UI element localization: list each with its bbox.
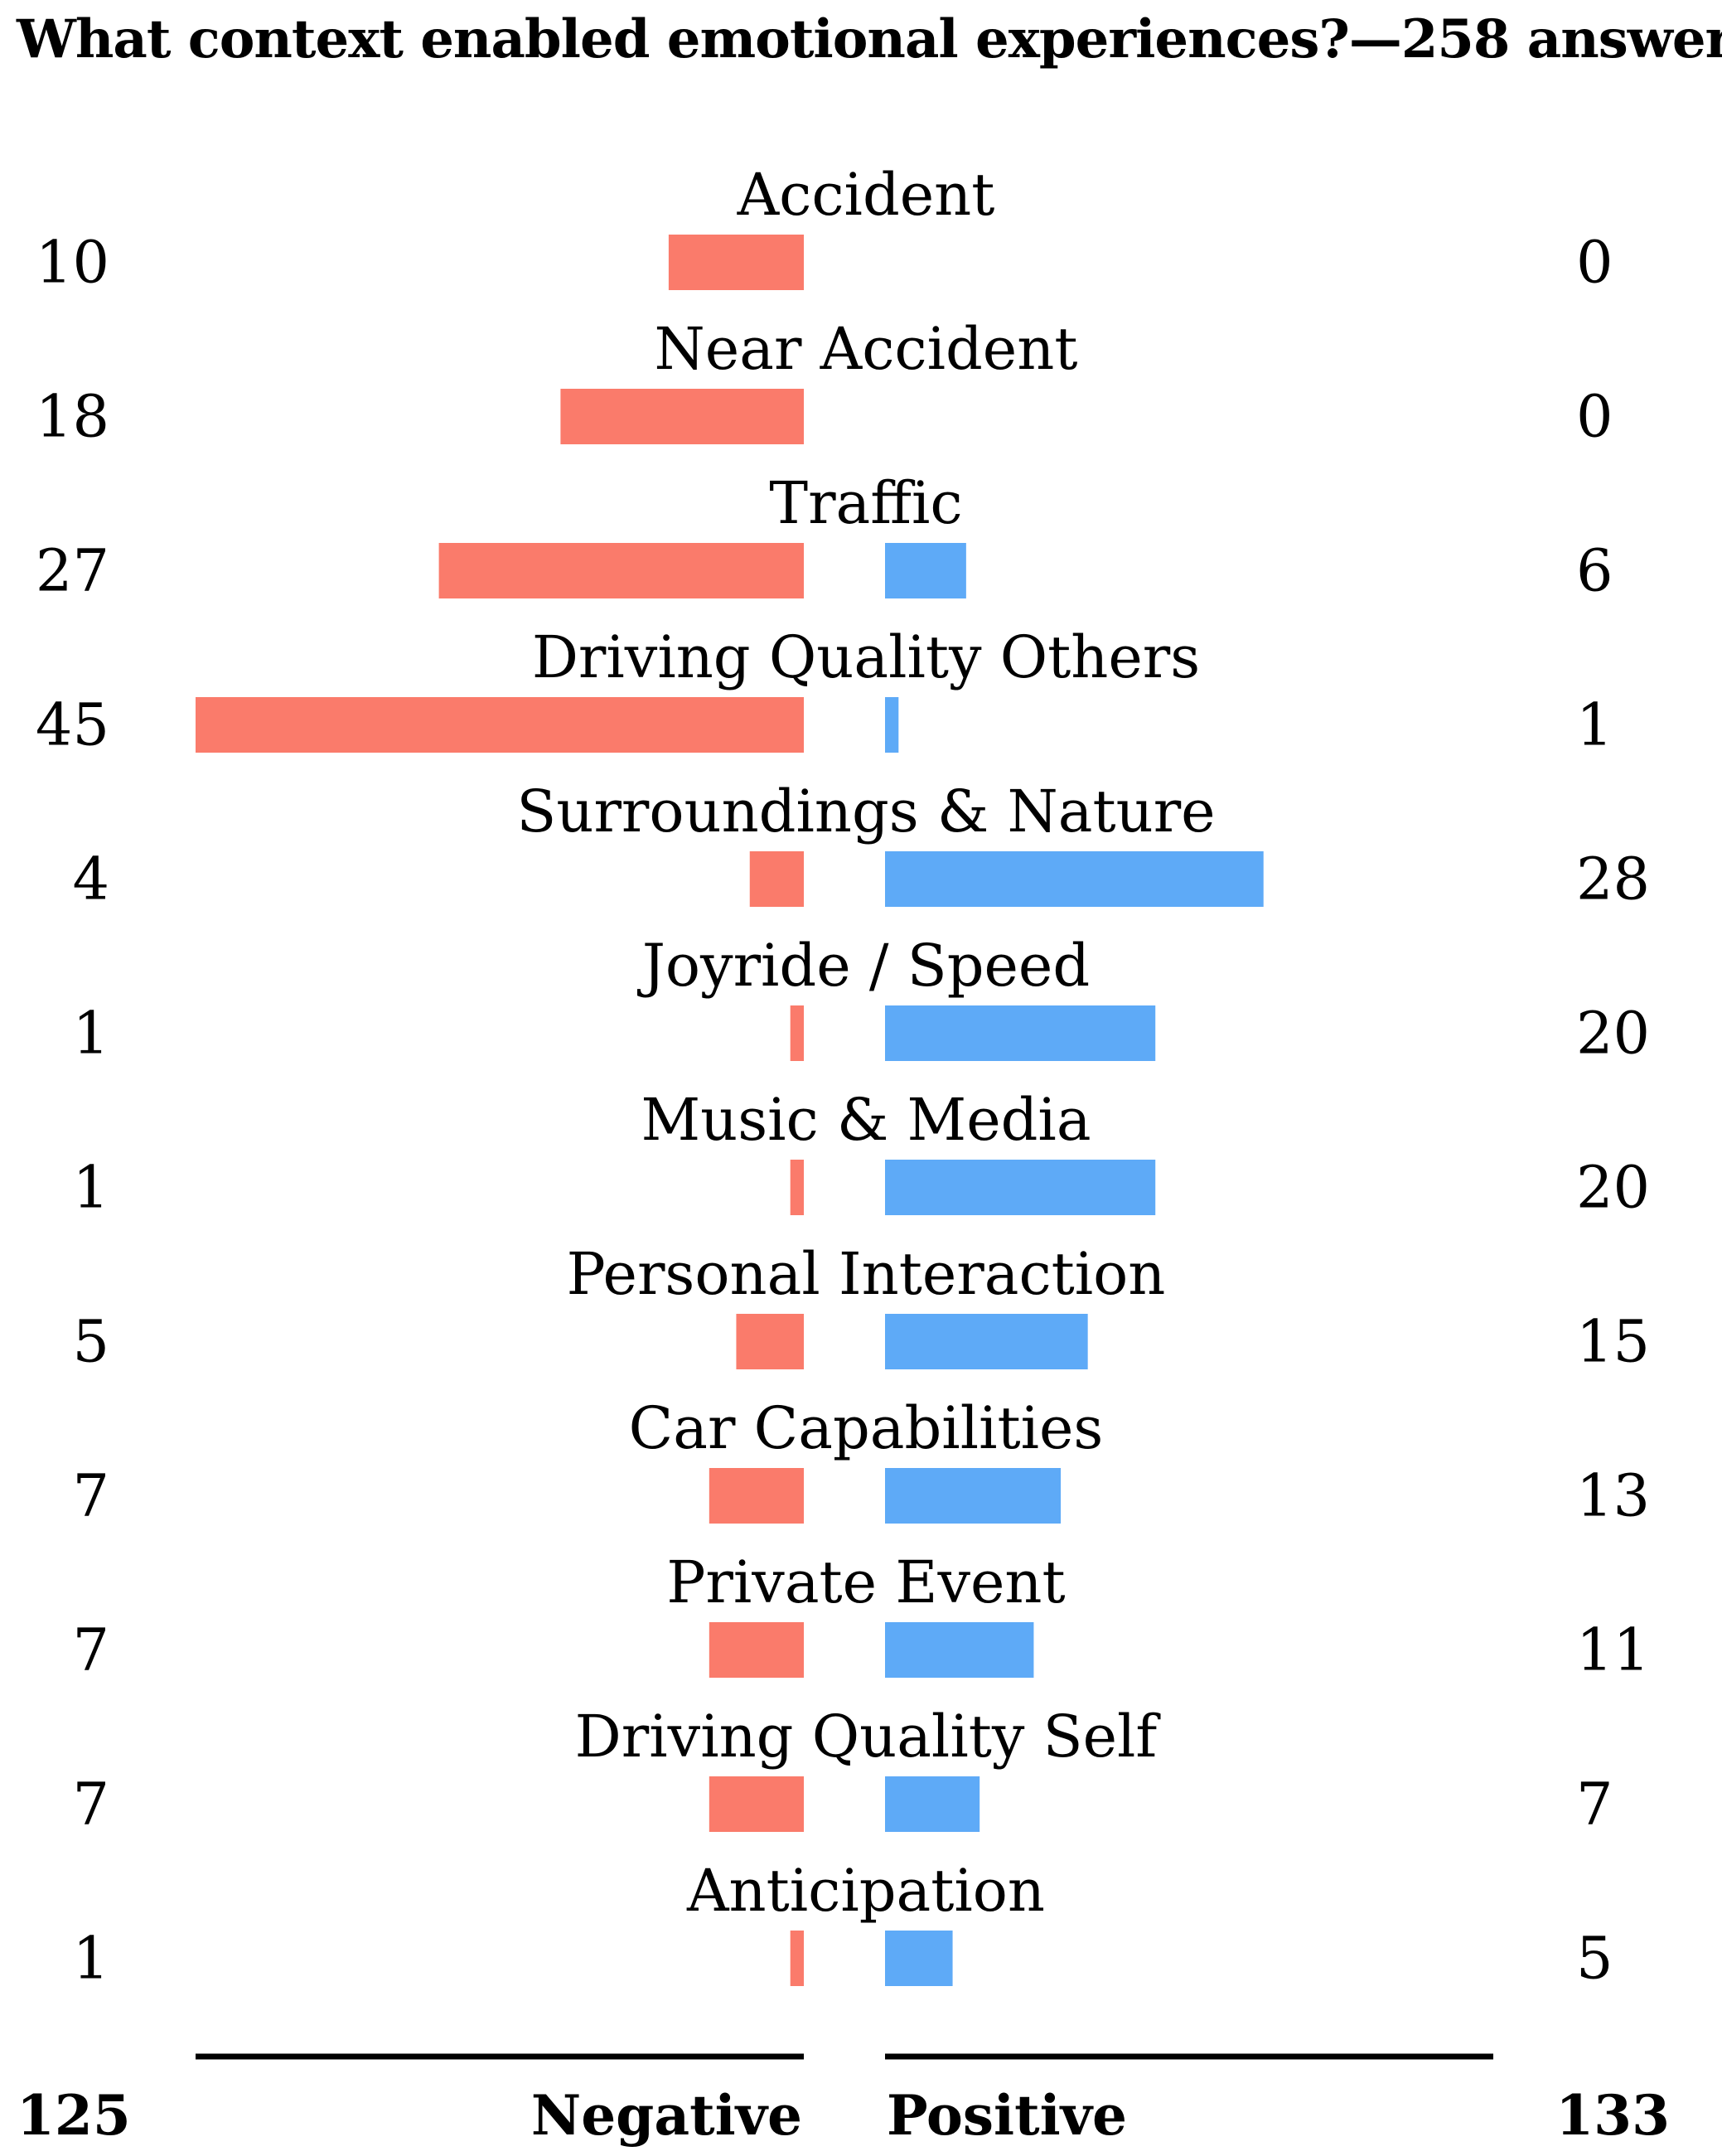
negative-count-label: 10 bbox=[36, 229, 109, 297]
category-label: Accident bbox=[737, 161, 995, 229]
category-label: Personal Interaction bbox=[567, 1240, 1166, 1308]
positive-count-label: 13 bbox=[1576, 1462, 1650, 1530]
positive-count-label: 20 bbox=[1576, 1000, 1650, 1068]
category-label: Music & Media bbox=[641, 1086, 1091, 1154]
negative-bar bbox=[790, 1005, 804, 1061]
positive-count-label: 6 bbox=[1576, 537, 1613, 605]
negative-count-label: 4 bbox=[72, 845, 109, 913]
negative-total-label: 125 bbox=[17, 2083, 131, 2148]
negative-bar bbox=[749, 851, 804, 907]
positive-count-label: 20 bbox=[1576, 1154, 1650, 1222]
category-label: Driving Quality Others bbox=[532, 623, 1200, 691]
negative-count-label: 1 bbox=[72, 1000, 109, 1068]
negative-bar bbox=[196, 697, 804, 753]
negative-bar bbox=[438, 543, 804, 598]
negative-count-label: 7 bbox=[72, 1771, 109, 1839]
positive-bar bbox=[885, 543, 966, 598]
positive-total-label: 133 bbox=[1555, 2083, 1670, 2148]
positive-bar bbox=[885, 1931, 953, 1986]
negative-count-label: 1 bbox=[72, 1925, 109, 1993]
chart-rows: Accident 10 0 Near Accident 18 0 Traffic 27 6 Dri… bbox=[36, 161, 1650, 1993]
positive-count-label: 7 bbox=[1576, 1771, 1613, 1839]
positive-bar bbox=[885, 1468, 1062, 1524]
positive-count-label: 28 bbox=[1576, 845, 1650, 913]
positive-count-label: 5 bbox=[1576, 1925, 1613, 1993]
negative-count-label: 7 bbox=[72, 1462, 109, 1530]
positive-count-label: 0 bbox=[1576, 383, 1613, 451]
positive-bar bbox=[885, 697, 899, 753]
category-label: Anticipation bbox=[686, 1857, 1045, 1925]
negative-bar bbox=[709, 1468, 804, 1524]
negative-count-label: 5 bbox=[72, 1308, 109, 1376]
negative-bar bbox=[790, 1160, 804, 1215]
category-label: Car Capabilities bbox=[629, 1394, 1104, 1462]
negative-series-label: Negative bbox=[531, 2083, 802, 2148]
negative-bar bbox=[709, 1776, 804, 1832]
negative-count-label: 7 bbox=[72, 1616, 109, 1684]
positive-count-label: 0 bbox=[1576, 229, 1613, 297]
positive-bar bbox=[885, 1005, 1156, 1061]
negative-count-label: 18 bbox=[36, 383, 109, 451]
category-label: Near Accident bbox=[655, 315, 1078, 383]
category-label: Surroundings & Nature bbox=[516, 778, 1215, 845]
category-label: Private Event bbox=[666, 1548, 1065, 1616]
positive-bar bbox=[885, 851, 1264, 907]
negative-bar bbox=[790, 1931, 804, 1986]
positive-bar bbox=[885, 1160, 1156, 1215]
negative-bar bbox=[668, 235, 804, 290]
category-label: Joyride / Speed bbox=[637, 932, 1090, 1000]
positive-bar bbox=[885, 1776, 980, 1832]
positive-series-label: Positive bbox=[887, 2083, 1127, 2148]
chart-title: What context enabled emotional experienc… bbox=[17, 8, 1722, 70]
negative-count-label: 45 bbox=[36, 691, 109, 759]
negative-bar bbox=[560, 389, 804, 444]
negative-count-label: 1 bbox=[72, 1154, 109, 1222]
positive-count-label: 11 bbox=[1576, 1616, 1650, 1684]
negative-bar bbox=[736, 1314, 804, 1369]
category-label: Driving Quality Self bbox=[575, 1703, 1162, 1771]
positive-count-label: 15 bbox=[1576, 1308, 1650, 1376]
category-label: Traffic bbox=[769, 469, 962, 537]
negative-count-label: 27 bbox=[36, 537, 109, 605]
negative-bar bbox=[709, 1622, 804, 1678]
positive-bar bbox=[885, 1314, 1088, 1369]
positive-bar bbox=[885, 1622, 1034, 1678]
positive-count-label: 1 bbox=[1576, 691, 1613, 759]
